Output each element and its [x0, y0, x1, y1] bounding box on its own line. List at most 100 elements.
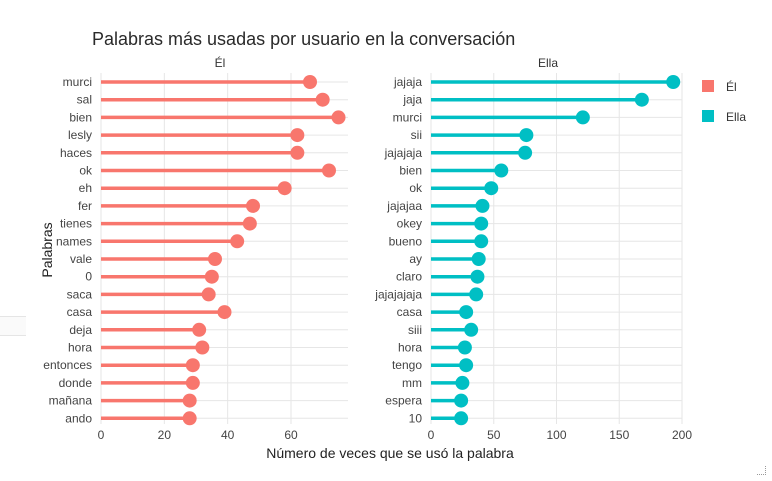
lollipop-point[interactable] — [457, 340, 472, 355]
category-label: jajaja — [393, 75, 422, 89]
facet-label-ella: Ella — [538, 56, 558, 70]
lollipop-point[interactable] — [208, 252, 222, 266]
category-label: entonces — [43, 358, 92, 372]
lollipop-point[interactable] — [474, 234, 489, 249]
lollipop-point[interactable] — [475, 198, 490, 213]
panel-el: 0 20 40 60 murci sal bien lesly haces ok eh fer tien… — [43, 73, 348, 442]
x-tick-label: 0 — [428, 428, 435, 442]
lollipop-point[interactable] — [182, 393, 197, 408]
category-label: hora — [68, 341, 92, 355]
lollipop-point[interactable] — [518, 145, 533, 160]
category-label: saca — [67, 287, 93, 301]
lollipop-point[interactable] — [459, 358, 474, 373]
lollipop-point[interactable] — [204, 269, 219, 284]
lollipop-point[interactable] — [575, 110, 590, 125]
lollipop-point[interactable] — [217, 305, 232, 320]
category-label: claro — [396, 270, 422, 284]
modebar-edge — [0, 316, 26, 336]
chart-title: Palabras más usadas por usuario en la co… — [92, 29, 515, 49]
category-label: ok — [409, 181, 423, 195]
category-label: donde — [59, 376, 93, 390]
category-label: ando — [65, 411, 92, 425]
lollipop-point[interactable] — [455, 375, 470, 390]
lollipop-point[interactable] — [454, 411, 469, 426]
category-label: ok — [79, 164, 93, 178]
lollipop-point[interactable] — [474, 216, 489, 231]
lollipop-point[interactable] — [331, 110, 346, 125]
legend-label-ella: Ella — [726, 110, 746, 124]
category-label: bien — [69, 110, 92, 124]
category-label: casa — [397, 305, 423, 319]
lollipop-point[interactable] — [471, 252, 486, 266]
lollipop-point[interactable] — [464, 322, 479, 337]
resize-handle[interactable] — [757, 466, 766, 475]
category-label: eh — [79, 181, 92, 195]
legend: Él Ella — [702, 79, 746, 124]
x-tick-label: 40 — [221, 428, 235, 442]
category-label: tengo — [392, 358, 422, 372]
legend-label-el: Él — [726, 79, 737, 94]
lollipop-point[interactable] — [192, 322, 207, 337]
lollipop-point[interactable] — [666, 75, 681, 89]
lollipop-point[interactable] — [634, 92, 649, 107]
legend-swatch-el — [702, 80, 714, 92]
panel-background — [101, 73, 348, 424]
category-label: jajajaa — [386, 199, 422, 213]
facet-label-el: Él — [215, 55, 226, 70]
category-label: deja — [69, 323, 92, 337]
x-axis-label: Número de veces que se usó la palabra — [266, 445, 514, 461]
x-tick-label: 100 — [546, 428, 566, 442]
category-label: ay — [409, 252, 422, 266]
category-label: sii — [411, 128, 422, 142]
category-label: names — [56, 234, 92, 248]
category-label: siii — [408, 323, 422, 337]
lollipop-point[interactable] — [185, 375, 200, 390]
lollipop-point[interactable] — [290, 145, 305, 160]
lollipop-point[interactable] — [494, 163, 509, 178]
lollipop-point[interactable] — [303, 75, 317, 89]
x-tick-label: 50 — [487, 428, 501, 442]
category-label: lesly — [68, 128, 92, 142]
lollipop-point[interactable] — [201, 287, 216, 302]
lollipop-point[interactable] — [519, 128, 534, 143]
category-label: tienes — [60, 217, 92, 231]
lollipop-point[interactable] — [182, 411, 197, 426]
category-label: 0 — [85, 270, 92, 284]
lollipop-point[interactable] — [322, 163, 336, 178]
lollipop-point[interactable] — [454, 393, 469, 408]
lollipop-point[interactable] — [469, 287, 484, 302]
x-tick-label: 60 — [284, 428, 298, 442]
legend-swatch-ella — [702, 110, 714, 122]
category-label: jajajajaja — [374, 287, 422, 301]
lollipop-point[interactable] — [185, 358, 200, 373]
category-label: bueno — [389, 234, 423, 248]
category-label: jajajaja — [384, 146, 423, 160]
lollipop-point[interactable] — [246, 198, 260, 213]
x-tick-label: 150 — [609, 428, 629, 442]
lollipop-point[interactable] — [195, 340, 210, 355]
category-label: casa — [67, 305, 93, 319]
lollipop-point[interactable] — [277, 181, 292, 196]
category-label: 10 — [409, 411, 423, 425]
category-label: okey — [397, 217, 422, 231]
panel-ella: 0 50 100 150 200jajajajajamurcisiijajajajabi… — [374, 73, 692, 442]
category-label: bien — [399, 164, 422, 178]
x-tick-label: 20 — [158, 428, 172, 442]
category-label: murci — [63, 75, 92, 89]
lollipop-point[interactable] — [230, 234, 245, 249]
category-label: haces — [60, 146, 92, 160]
lollipop-point[interactable] — [290, 128, 305, 143]
category-label: mañana — [49, 394, 93, 408]
category-label: mm — [402, 376, 422, 390]
category-label: fer — [78, 199, 92, 213]
lollipop-point[interactable] — [315, 92, 330, 107]
category-label: hora — [398, 341, 422, 355]
lollipop-point[interactable] — [470, 269, 485, 284]
y-axis-label: Palabras — [39, 222, 55, 277]
category-label: murci — [393, 110, 422, 124]
lollipop-point[interactable] — [484, 181, 499, 196]
lollipop-point[interactable] — [459, 305, 474, 320]
lollipop-point[interactable] — [242, 216, 257, 231]
category-label: jaja — [402, 93, 422, 107]
